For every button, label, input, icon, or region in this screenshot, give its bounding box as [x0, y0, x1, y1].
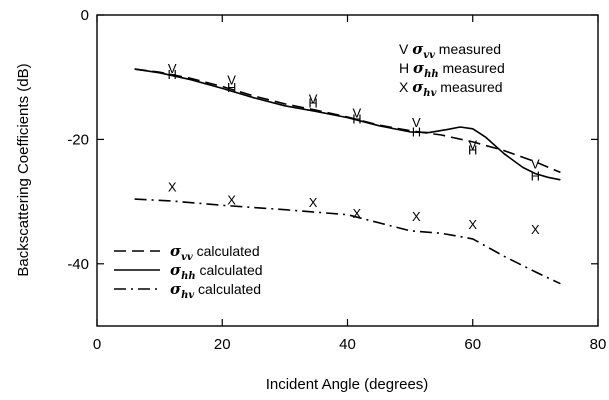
- marker-vv: V: [468, 137, 477, 152]
- marker-hv: X: [168, 180, 177, 195]
- marker-vv: V: [531, 157, 540, 172]
- legend-entry-calculated-hh: σhh calculated: [170, 261, 263, 282]
- marker-hv: X: [353, 206, 362, 221]
- series-line-hv: [134, 198, 561, 285]
- series-lines: [134, 68, 561, 285]
- marker-vv: V: [168, 61, 177, 76]
- legend-entry-calculated-hv: σhv calculated: [170, 280, 261, 301]
- x-tick-label: 60: [464, 336, 481, 353]
- axis-ticks: 0 20 40 60 80 0 -20 -40: [67, 7, 606, 353]
- x-tick-label: 0: [93, 336, 101, 353]
- legend-entry-measured-hv: X σhv measured: [399, 78, 503, 99]
- legend-entry-calculated-vv: σvv calculated: [170, 242, 260, 263]
- marker-hv: X: [227, 193, 236, 208]
- marker-hh: H: [352, 111, 361, 126]
- marker-hh: H: [468, 142, 477, 157]
- marker-hh: H: [227, 80, 236, 95]
- x-axis-label: Incident Angle (degrees): [266, 376, 429, 393]
- legend-entry-measured-vv: V σvv measured: [399, 40, 501, 61]
- legend-entry-measured-hh: H σhh measured: [399, 59, 505, 80]
- y-tick-label: -20: [67, 131, 89, 148]
- y-axis-label: Backscattering Coefficients (dB): [15, 63, 32, 276]
- marker-hh: H: [308, 96, 317, 111]
- marker-hh: H: [412, 124, 421, 139]
- y-tick-label: 0: [81, 7, 89, 24]
- marker-vv: V: [309, 91, 318, 106]
- x-tick-label: 80: [590, 336, 607, 353]
- x-tick-label: 20: [214, 336, 231, 353]
- x-tick-label: 40: [339, 336, 356, 353]
- marker-vv: V: [353, 106, 362, 121]
- marker-vv: V: [227, 73, 236, 88]
- marker-hv: X: [412, 209, 421, 224]
- marker-hv: X: [468, 217, 477, 232]
- y-tick-label: -40: [67, 256, 89, 273]
- marker-hh: H: [167, 67, 176, 82]
- series-line-hh: [134, 68, 561, 181]
- marker-hv: X: [531, 222, 540, 237]
- marker-vv: V: [412, 115, 421, 130]
- marker-hh: H: [531, 168, 540, 183]
- marker-hv: X: [309, 195, 318, 210]
